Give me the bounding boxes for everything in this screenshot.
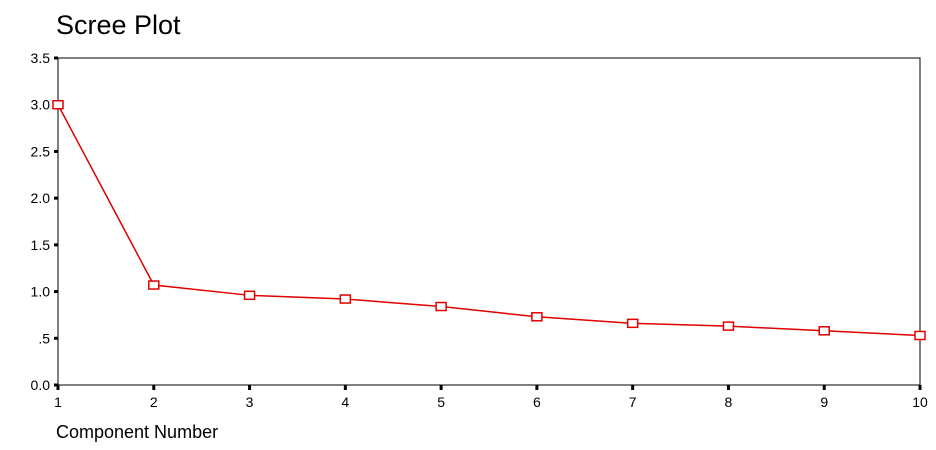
data-point <box>531 312 543 322</box>
data-point <box>914 330 926 341</box>
x-tick-label: 7 <box>629 394 637 410</box>
data-point <box>148 280 160 290</box>
x-tick-label: 4 <box>341 394 349 410</box>
y-tick-label: 3.5 <box>31 50 51 66</box>
data-point <box>722 321 735 331</box>
data-point <box>52 99 64 110</box>
data-point <box>435 301 447 312</box>
data-point <box>626 318 639 329</box>
y-tick-label: 1.5 <box>31 237 51 253</box>
y-tick-label: 2.0 <box>31 190 51 206</box>
x-tick-label: 1 <box>54 394 62 410</box>
chart-title: Scree Plot <box>56 10 181 40</box>
x-tick-label: 10 <box>912 394 928 410</box>
x-axis: 1 2 3 4 5 6 7 8 9 10 <box>54 385 928 410</box>
y-axis: 0.0 .5 1.0 1.5 2.0 2.5 3.0 3.5 <box>31 50 58 393</box>
x-tick-label: 6 <box>533 394 541 410</box>
x-tick-label: 5 <box>437 394 445 410</box>
y-tick-label: 1.0 <box>31 284 51 300</box>
y-tick-label: .5 <box>38 330 50 346</box>
series-line <box>57 104 921 337</box>
y-tick-label: 3.0 <box>31 97 51 113</box>
x-tick-label: 8 <box>725 394 733 410</box>
data-point <box>818 326 830 336</box>
x-tick-label: 3 <box>246 394 254 410</box>
y-tick-label: 0.0 <box>31 377 51 393</box>
data-point <box>243 290 256 301</box>
x-tick-label: 2 <box>150 394 158 410</box>
series-layer <box>52 99 926 341</box>
x-tick-label: 9 <box>820 394 828 410</box>
y-tick-label: 2.5 <box>31 143 51 159</box>
x-axis-label: Component Number <box>56 422 219 442</box>
plot-frame <box>57 57 921 386</box>
data-point <box>339 294 352 304</box>
